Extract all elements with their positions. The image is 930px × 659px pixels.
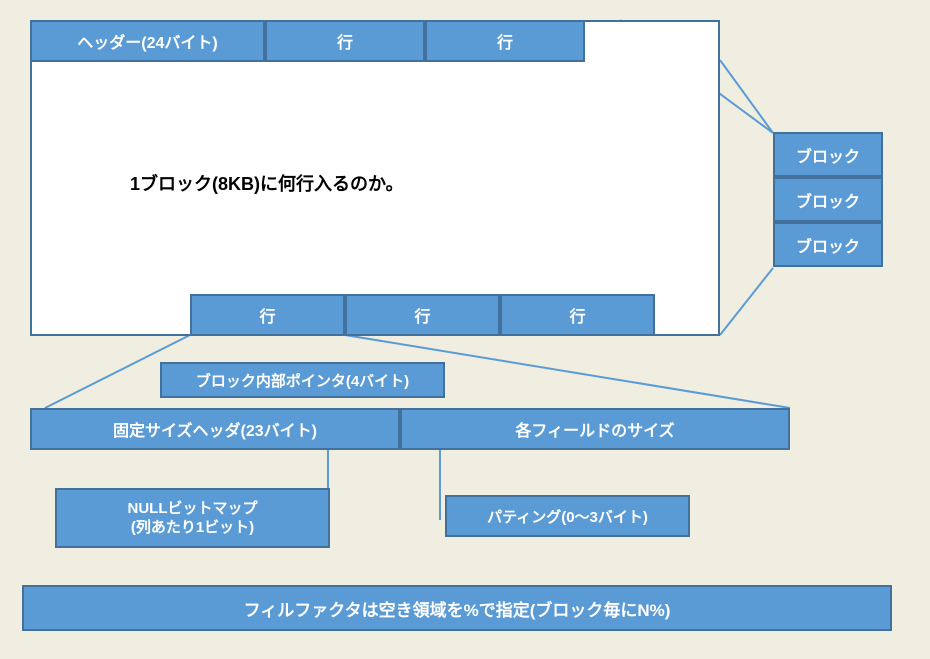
side-block-label: ブロック [796, 188, 860, 212]
header-cell: ヘッダー(24バイト) [30, 20, 265, 62]
side-block-1: ブロック [773, 132, 883, 177]
row-label: 行 [569, 303, 585, 327]
row-label: 行 [497, 29, 513, 53]
field-size-cell: 各フィールドのサイズ [400, 408, 790, 450]
fixed-header-cell: 固定サイズヘッダ(23バイト) [30, 408, 400, 450]
row-label: 行 [414, 303, 430, 327]
null-bitmap-line2: (列あたり1ビット) [131, 518, 254, 538]
null-bitmap-line1: NULLビットマップ [128, 499, 258, 519]
fixed-header-label: 固定サイズヘッダ(23バイト) [113, 417, 317, 441]
row-bottom-1: 行 [190, 294, 345, 336]
row-bottom-2: 行 [345, 294, 500, 336]
row-label: 行 [337, 29, 353, 53]
pointer-box: ブロック内部ポインタ(4バイト) [160, 362, 445, 398]
field-size-label: 各フィールドのサイズ [515, 417, 674, 441]
footer-bar: フィルファクタは空き領域を%で指定(ブロック毎にN%) [22, 585, 892, 631]
side-block-label: ブロック [796, 233, 860, 257]
side-block-label: ブロック [796, 143, 860, 167]
footer-label: フィルファクタは空き領域を%で指定(ブロック毎にN%) [244, 596, 671, 621]
row-top-2: 行 [425, 20, 585, 62]
padding-label: パティング(0～3バイト) [487, 506, 648, 527]
row-top-1: 行 [265, 20, 425, 62]
row-bottom-3: 行 [500, 294, 655, 336]
side-block-3: ブロック [773, 222, 883, 267]
header-label: ヘッダー(24バイト) [77, 29, 217, 53]
block-caption: 1ブロック(8KB)に何行入るのか。 [130, 170, 404, 196]
null-bitmap-box: NULLビットマップ (列あたり1ビット) [55, 488, 330, 548]
pointer-label: ブロック内部ポインタ(4バイト) [196, 370, 409, 391]
row-label: 行 [259, 303, 275, 327]
padding-box: パティング(0～3バイト) [445, 495, 690, 537]
side-block-2: ブロック [773, 177, 883, 222]
